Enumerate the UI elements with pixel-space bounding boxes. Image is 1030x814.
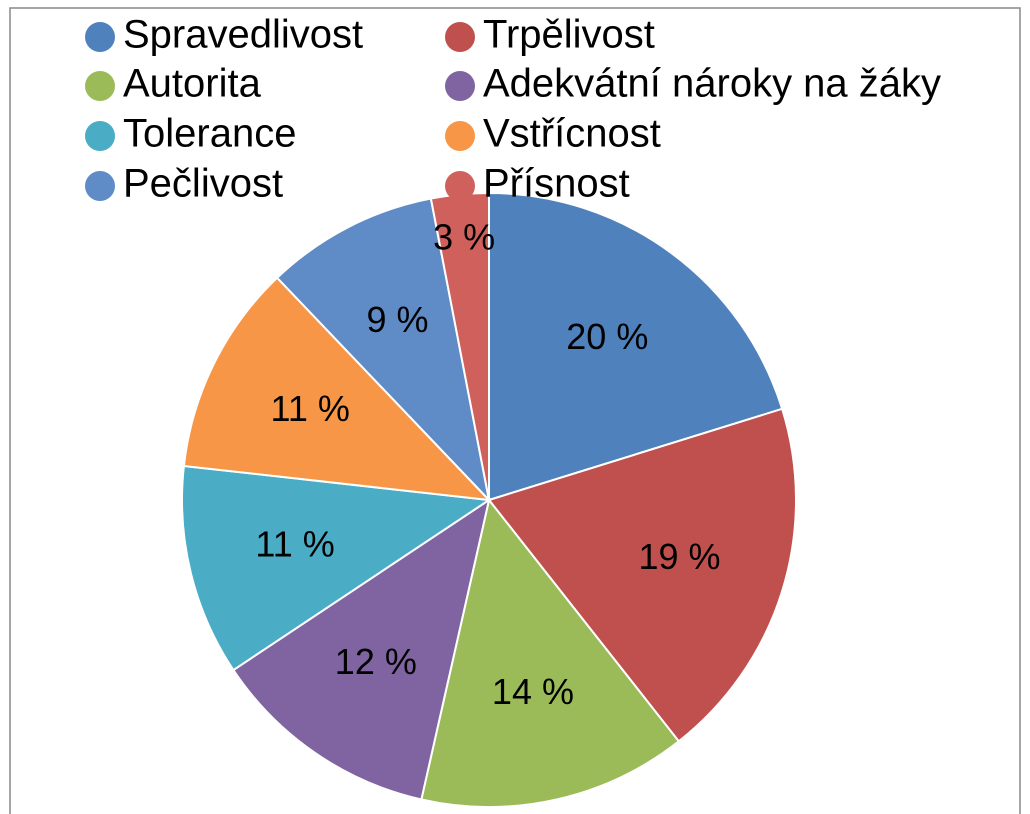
legend-marker xyxy=(445,121,475,151)
legend-marker xyxy=(85,22,115,52)
pie-slice xyxy=(232,497,491,801)
data-label: 3 % xyxy=(433,217,495,258)
legend-label: Tolerance xyxy=(123,112,296,156)
data-label: 20 % xyxy=(566,316,648,357)
data-label: 12 % xyxy=(335,641,417,682)
data-label: 19 % xyxy=(639,536,721,577)
legend-marker xyxy=(85,71,115,101)
legend-label: Autorita xyxy=(123,62,262,106)
pie-slice xyxy=(487,407,797,743)
pie-slice xyxy=(275,197,491,504)
legend-marker xyxy=(445,22,475,52)
legend-label: Trpělivost xyxy=(483,13,655,57)
data-label: 11 % xyxy=(255,524,334,565)
pie-slice xyxy=(181,464,492,672)
legend-label: Přísnost xyxy=(483,162,630,206)
legend-marker xyxy=(445,71,475,101)
data-label: 11 % xyxy=(271,388,350,429)
legend-label: Adekvátní nároky na žáky xyxy=(483,62,941,106)
legend-label: Spravedlivost xyxy=(123,13,363,57)
pie-slice xyxy=(488,191,784,502)
data-label: 9 % xyxy=(367,299,429,340)
legend-label: Pečlivost xyxy=(123,162,283,206)
pie-slice xyxy=(420,497,681,808)
legend-label: Vstřícnost xyxy=(483,112,661,156)
legend-marker xyxy=(445,171,475,201)
pie-slice xyxy=(182,276,492,502)
legend-marker xyxy=(85,171,115,201)
legend-marker xyxy=(85,121,115,151)
data-label: 14 % xyxy=(492,671,574,712)
